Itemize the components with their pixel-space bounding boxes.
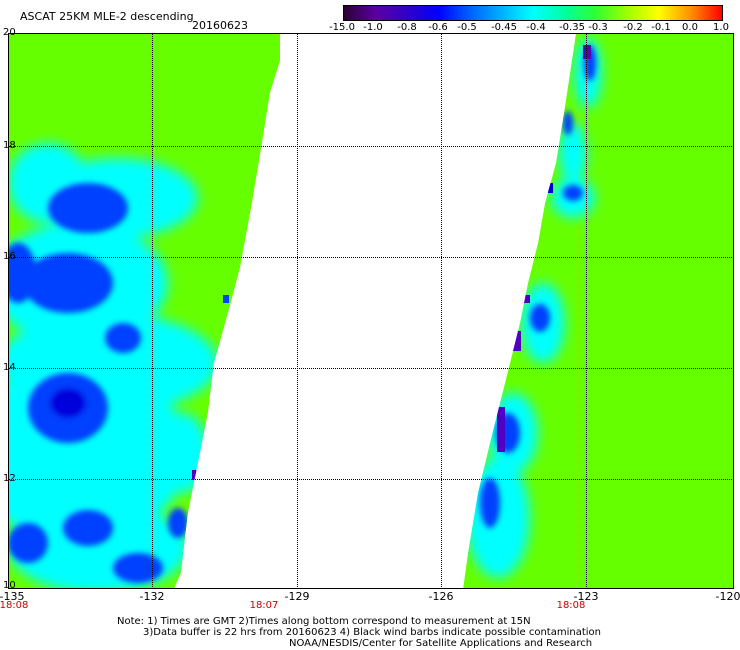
colorbar-label: -0.35 xyxy=(559,22,585,33)
colorbar-label: -0.3 xyxy=(588,22,608,33)
lon-label: -123 xyxy=(573,590,599,603)
note-line-1: Note: 1) Times are GMT 2)Times along bot… xyxy=(117,616,531,627)
lon-label: -132 xyxy=(139,590,165,603)
lon-label: -126 xyxy=(428,590,454,603)
blue-region xyxy=(563,111,573,135)
note-line-3: NOAA/NESDIS/Center for Satellite Applica… xyxy=(289,638,593,649)
purple-pixel xyxy=(497,407,505,452)
lat-gridline xyxy=(8,146,734,147)
lat-gridline xyxy=(8,368,734,369)
time-label: 18:08 xyxy=(0,600,29,611)
colorbar-label: -0.2 xyxy=(623,22,643,33)
colorbar-label: -15.0 xyxy=(329,22,355,33)
colorbar-label: -0.1 xyxy=(651,22,671,33)
lat-label: 10 xyxy=(3,580,16,591)
lat-gridline xyxy=(8,479,734,480)
blue-region xyxy=(105,323,141,353)
lon-label: -135 xyxy=(0,590,25,603)
lat-label: 16 xyxy=(3,251,16,262)
lon-gridline xyxy=(441,33,442,589)
blue-region xyxy=(48,183,128,233)
lat-label: 20 xyxy=(3,27,16,38)
colorbar-label: -0.4 xyxy=(526,22,546,33)
colorbar-label: 1.0 xyxy=(713,22,729,33)
blue-region xyxy=(168,508,188,538)
blue-region xyxy=(8,243,36,303)
colorbar-label: -1.0 xyxy=(363,22,383,33)
lat-label: 12 xyxy=(3,473,16,484)
blue-region xyxy=(113,553,163,583)
chart-date: 20160623 xyxy=(192,19,248,32)
lon-gridline xyxy=(297,33,298,589)
blue-region xyxy=(8,523,48,563)
lon-gridline xyxy=(152,33,153,589)
note-line-2: 3)Data buffer is 22 hrs from 20160623 4)… xyxy=(143,627,601,638)
blue-region xyxy=(23,253,113,313)
colorbar-label: -0.8 xyxy=(397,22,417,33)
blue-region xyxy=(563,185,583,201)
lat-label: 18 xyxy=(3,140,16,151)
map-area xyxy=(8,33,734,589)
gap-region xyxy=(174,33,576,589)
blue-region xyxy=(63,510,113,546)
colorbar-label: -0.5 xyxy=(457,22,477,33)
cyan-region xyxy=(559,123,587,183)
blue-region xyxy=(530,304,550,332)
colorbar-label: -0.6 xyxy=(428,22,448,33)
colorbar-label: 0.0 xyxy=(682,22,698,33)
colorbar-label: -0.45 xyxy=(491,22,517,33)
deep-blue-region xyxy=(50,388,86,418)
colorbar-labels: -15.0 -1.0 -0.8 -0.6 -0.5 -0.45 -0.4 -0.… xyxy=(329,22,740,36)
blue-pixel xyxy=(223,295,229,303)
purple-pixel xyxy=(513,331,521,351)
lon-label: -120 xyxy=(715,590,740,603)
lon-label: -129 xyxy=(284,590,310,603)
time-label: 18:07 xyxy=(249,600,279,611)
blue-region xyxy=(480,478,500,528)
lat-label: 14 xyxy=(3,362,16,373)
chart-title: ASCAT 25KM MLE-2 descending xyxy=(20,10,194,23)
purple-pixel xyxy=(583,45,591,59)
wind-swath-svg xyxy=(8,33,734,589)
lon-gridline xyxy=(586,33,587,589)
purple-pixel xyxy=(522,295,530,303)
time-label: 18:08 xyxy=(556,600,586,611)
right-swath xyxy=(463,33,734,589)
lat-gridline xyxy=(8,257,734,258)
colorbar xyxy=(343,5,723,21)
